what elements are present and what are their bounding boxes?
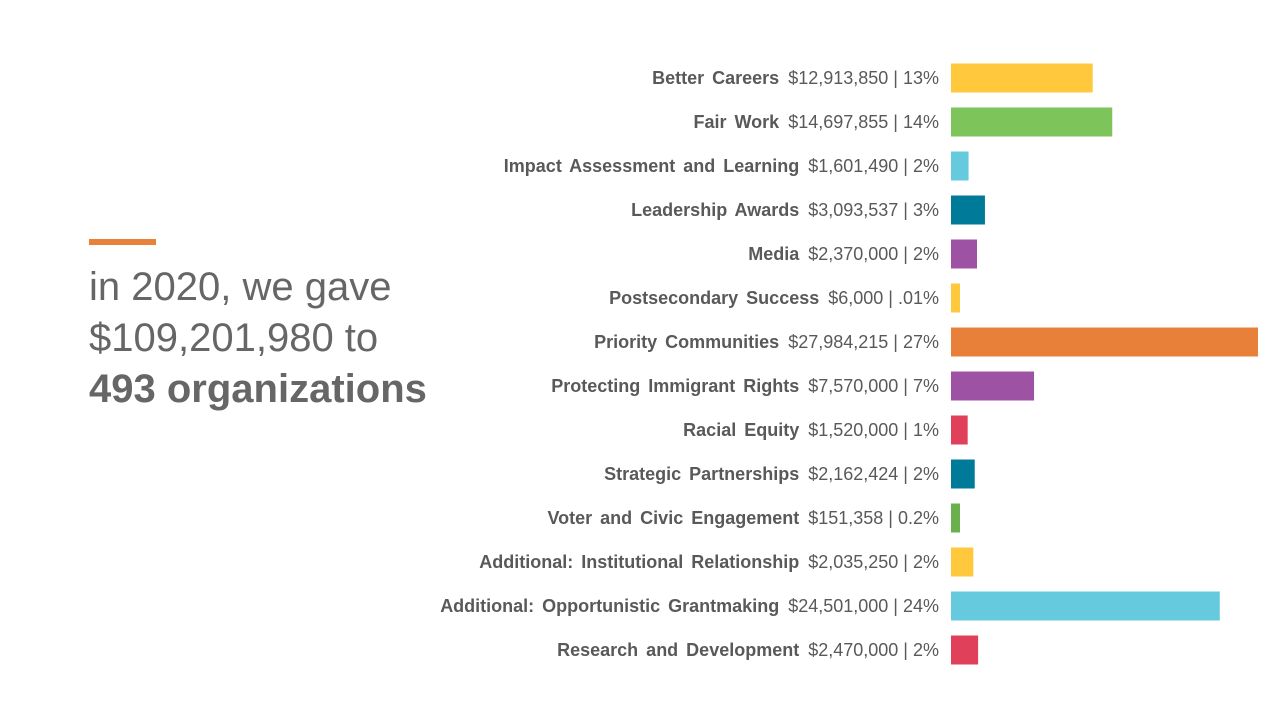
category-label-research-and-development: Research and Development: [557, 640, 799, 660]
category-label-impact-assessment-and-learning: Impact Assessment and Learning: [504, 156, 799, 176]
category-label-additional-opportunistic-grantmaking: Additional: Opportunistic Grantmaking: [440, 596, 779, 616]
value-label-voter-and-civic-engagement: $151,358 | 0.2%: [808, 508, 939, 528]
bar-better-careers: [951, 63, 1093, 93]
value-label-postsecondary-success: $6,000 | .01%: [828, 288, 939, 308]
headline: in 2020, we gave $109,201,980 to 493 org…: [89, 262, 469, 415]
bar-media: [951, 239, 977, 269]
value-label-racial-equity: $1,520,000 | 1%: [808, 420, 939, 440]
category-label-protecting-immigrant-rights: Protecting Immigrant Rights: [551, 376, 799, 396]
category-label-leadership-awards: Leadership Awards: [631, 200, 799, 220]
bar-postsecondary-success: [951, 283, 960, 313]
category-label-additional-institutional-relationship: Additional: Institutional Relationship: [479, 552, 799, 572]
category-label-better-careers: Better Careers: [652, 68, 779, 88]
bar-research-and-development: [951, 635, 979, 665]
value-label-priority-communities: $27,984,215 | 27%: [788, 332, 939, 352]
headline-line-3: 493 organizations: [89, 367, 427, 411]
category-label-postsecondary-success: Postsecondary Success: [609, 288, 819, 308]
category-label-fair-work: Fair Work: [694, 112, 781, 132]
bar-strategic-partnerships: [951, 459, 975, 489]
value-label-better-careers: $12,913,850 | 13%: [788, 68, 939, 88]
bar-fair-work: [951, 107, 1113, 137]
value-label-impact-assessment-and-learning: $1,601,490 | 2%: [808, 156, 939, 176]
value-label-protecting-immigrant-rights: $7,570,000 | 7%: [808, 376, 939, 396]
bar-leadership-awards: [951, 195, 985, 225]
category-label-racial-equity: Racial Equity: [683, 420, 799, 440]
accent-line: [89, 239, 156, 245]
bar-additional-opportunistic-grantmaking: [951, 591, 1220, 621]
bar-racial-equity: [951, 415, 968, 445]
category-label-priority-communities: Priority Communities: [594, 332, 779, 352]
bar-voter-and-civic-engagement: [951, 503, 960, 533]
value-label-research-and-development: $2,470,000 | 2%: [808, 640, 939, 660]
value-label-additional-institutional-relationship: $2,035,250 | 2%: [808, 552, 939, 572]
headline-line-1: in 2020, we gave: [89, 265, 392, 309]
value-label-leadership-awards: $3,093,537 | 3%: [808, 200, 939, 220]
category-label-strategic-partnerships: Strategic Partnerships: [604, 464, 799, 484]
category-label-media: Media: [748, 244, 800, 264]
bar-protecting-immigrant-rights: [951, 371, 1035, 401]
headline-line-2: $109,201,980 to: [89, 316, 379, 360]
bar-priority-communities: [951, 327, 1258, 357]
category-label-voter-and-civic-engagement: Voter and Civic Engagement: [548, 508, 800, 528]
bar-additional-institutional-relationship: [951, 547, 974, 577]
bars-layer: $12,913,850 | 13% Better Careers $14,697,8…: [440, 63, 1258, 665]
value-label-additional-opportunistic-grantmaking: $24,501,000 | 24%: [788, 596, 939, 616]
bar-impact-assessment-and-learning: [951, 151, 969, 181]
value-label-media: $2,370,000 | 2%: [808, 244, 939, 264]
value-label-strategic-partnerships: $2,162,424 | 2%: [808, 464, 939, 484]
value-label-fair-work: $14,697,855 | 14%: [788, 112, 939, 132]
